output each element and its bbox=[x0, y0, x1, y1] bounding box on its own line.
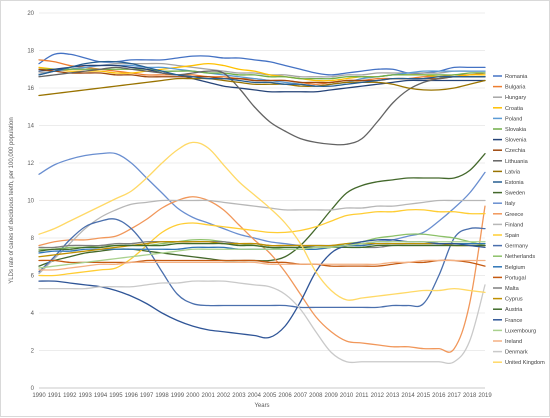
legend-entry-ireland: Ireland bbox=[505, 339, 522, 345]
x-tick-label: 2004 bbox=[248, 393, 262, 399]
series-line-luxembourg bbox=[38, 240, 486, 269]
x-tick-label: 2007 bbox=[294, 393, 308, 399]
series-line-italy bbox=[38, 152, 486, 247]
x-axis-title: Years bbox=[254, 403, 269, 409]
x-tick-label: 1999 bbox=[171, 393, 185, 399]
legend-entry-denmark: Denmark bbox=[505, 350, 528, 356]
y-tick-label: 14 bbox=[27, 124, 34, 130]
y-tick-label: 10 bbox=[27, 199, 34, 205]
legend-entry-france: France bbox=[505, 318, 522, 324]
series-line-greece bbox=[38, 196, 486, 353]
x-tick-label: 2005 bbox=[263, 393, 277, 399]
x-tick-label: 2010 bbox=[340, 393, 354, 399]
legend-entry-finland: Finland bbox=[505, 222, 523, 228]
series-line-ireland bbox=[38, 259, 486, 271]
x-tick-label: 2012 bbox=[371, 393, 385, 399]
legend-entry-bulgaria: Bulgaria bbox=[505, 85, 526, 91]
y-tick-label: 0 bbox=[31, 386, 35, 392]
series-line-spain bbox=[38, 208, 486, 277]
legend-entry-croatia: Croatia bbox=[505, 106, 524, 112]
y-tick-label: 4 bbox=[31, 311, 35, 317]
legend-entry-estonia: Estonia bbox=[505, 180, 525, 186]
legend-entry-germany: Germany bbox=[505, 244, 528, 250]
legend-entry-poland: Poland bbox=[505, 116, 522, 122]
x-tick-label: 2006 bbox=[278, 393, 292, 399]
x-tick-label: 2009 bbox=[325, 393, 339, 399]
series-line-finland bbox=[38, 199, 486, 275]
x-tick-label: 1990 bbox=[32, 393, 46, 399]
x-tick-label: 2018 bbox=[463, 393, 477, 399]
series-line-france bbox=[38, 238, 486, 339]
legend-entry-united-kingdom: United Kingdom bbox=[505, 360, 545, 366]
legend-entry-netherlands: Netherlands bbox=[505, 254, 535, 260]
x-tick-label: 2013 bbox=[386, 393, 400, 399]
legend-entry-luxembourg: Luxembourg bbox=[505, 328, 536, 334]
x-tick-label: 1993 bbox=[78, 393, 92, 399]
x-tick-label: 1992 bbox=[63, 393, 77, 399]
legend-entry-malta: Malta bbox=[505, 286, 520, 292]
x-tick-label: 2008 bbox=[309, 393, 323, 399]
legend: Romania Bulgaria Hungary Croatia Poland Slova… bbox=[493, 74, 545, 366]
series-line-germany bbox=[38, 218, 486, 309]
x-tick-label: 2015 bbox=[417, 393, 431, 399]
series-line-cyprus bbox=[38, 240, 486, 258]
x-tick-label: 2014 bbox=[401, 393, 415, 399]
legend-entry-hungary: Hungary bbox=[505, 95, 526, 101]
series-line-slovenia bbox=[38, 64, 486, 93]
x-tick-label: 1995 bbox=[109, 393, 123, 399]
legend-entry-slovakia: Slovakia bbox=[505, 127, 527, 133]
legend-entry-austria: Austria bbox=[505, 307, 523, 313]
y-axis-title: YLDs rate of caries of deciduous teeth, … bbox=[9, 117, 15, 283]
series-line-united-kingdom bbox=[38, 141, 486, 301]
series-line-slovakia bbox=[38, 68, 486, 80]
series-lines bbox=[38, 52, 486, 365]
legend-entry-belgium: Belgium bbox=[505, 265, 526, 271]
legend-entry-lithuania: Lithuania bbox=[505, 159, 529, 165]
x-tick-label: 2003 bbox=[232, 393, 246, 399]
y-tick-label: 12 bbox=[27, 161, 34, 167]
series-line-lithuania bbox=[38, 66, 486, 146]
legend-entry-slovenia: Slovenia bbox=[505, 138, 527, 144]
y-tick-label: 6 bbox=[31, 274, 35, 280]
series-line-estonia bbox=[38, 60, 486, 88]
legend-entry-spain: Spain bbox=[505, 233, 519, 239]
x-tick-label: 2001 bbox=[201, 393, 215, 399]
legend-entry-greece: Greece bbox=[505, 212, 523, 218]
x-tick-label: 1997 bbox=[140, 393, 154, 399]
legend-entry-cyprus: Cyprus bbox=[505, 297, 523, 303]
legend-entry-czechia: Czechia bbox=[505, 148, 526, 154]
legend-entry-latvia: Latvia bbox=[505, 169, 521, 175]
y-tick-label: 18 bbox=[27, 49, 34, 55]
series-line-latvia bbox=[38, 77, 486, 97]
legend-entry-romania: Romania bbox=[505, 74, 528, 80]
x-tick-label: 2000 bbox=[186, 393, 200, 399]
legend-entry-italy: Italy bbox=[505, 201, 515, 207]
y-tick-label: 16 bbox=[27, 86, 34, 92]
series-line-austria bbox=[38, 242, 486, 252]
y-tick-label: 8 bbox=[31, 236, 35, 242]
x-tick-label: 2002 bbox=[217, 393, 231, 399]
series-line-denmark bbox=[38, 280, 486, 365]
x-tick-label: 2016 bbox=[432, 393, 446, 399]
x-tick-label: 1991 bbox=[48, 393, 62, 399]
y-tick-label: 2 bbox=[31, 349, 35, 355]
x-tick-label: 2011 bbox=[356, 393, 370, 399]
x-tick-label: 2019 bbox=[478, 393, 492, 399]
x-tick-label: 1994 bbox=[94, 393, 108, 399]
x-tick-label: 1998 bbox=[155, 393, 169, 399]
y-tick-label: 20 bbox=[27, 11, 34, 17]
x-tick-label: 1996 bbox=[125, 393, 139, 399]
x-tick-label: 2017 bbox=[448, 393, 462, 399]
legend-entry-sweden: Sweden bbox=[505, 191, 525, 197]
legend-entry-portugal: Portugal bbox=[505, 275, 526, 281]
